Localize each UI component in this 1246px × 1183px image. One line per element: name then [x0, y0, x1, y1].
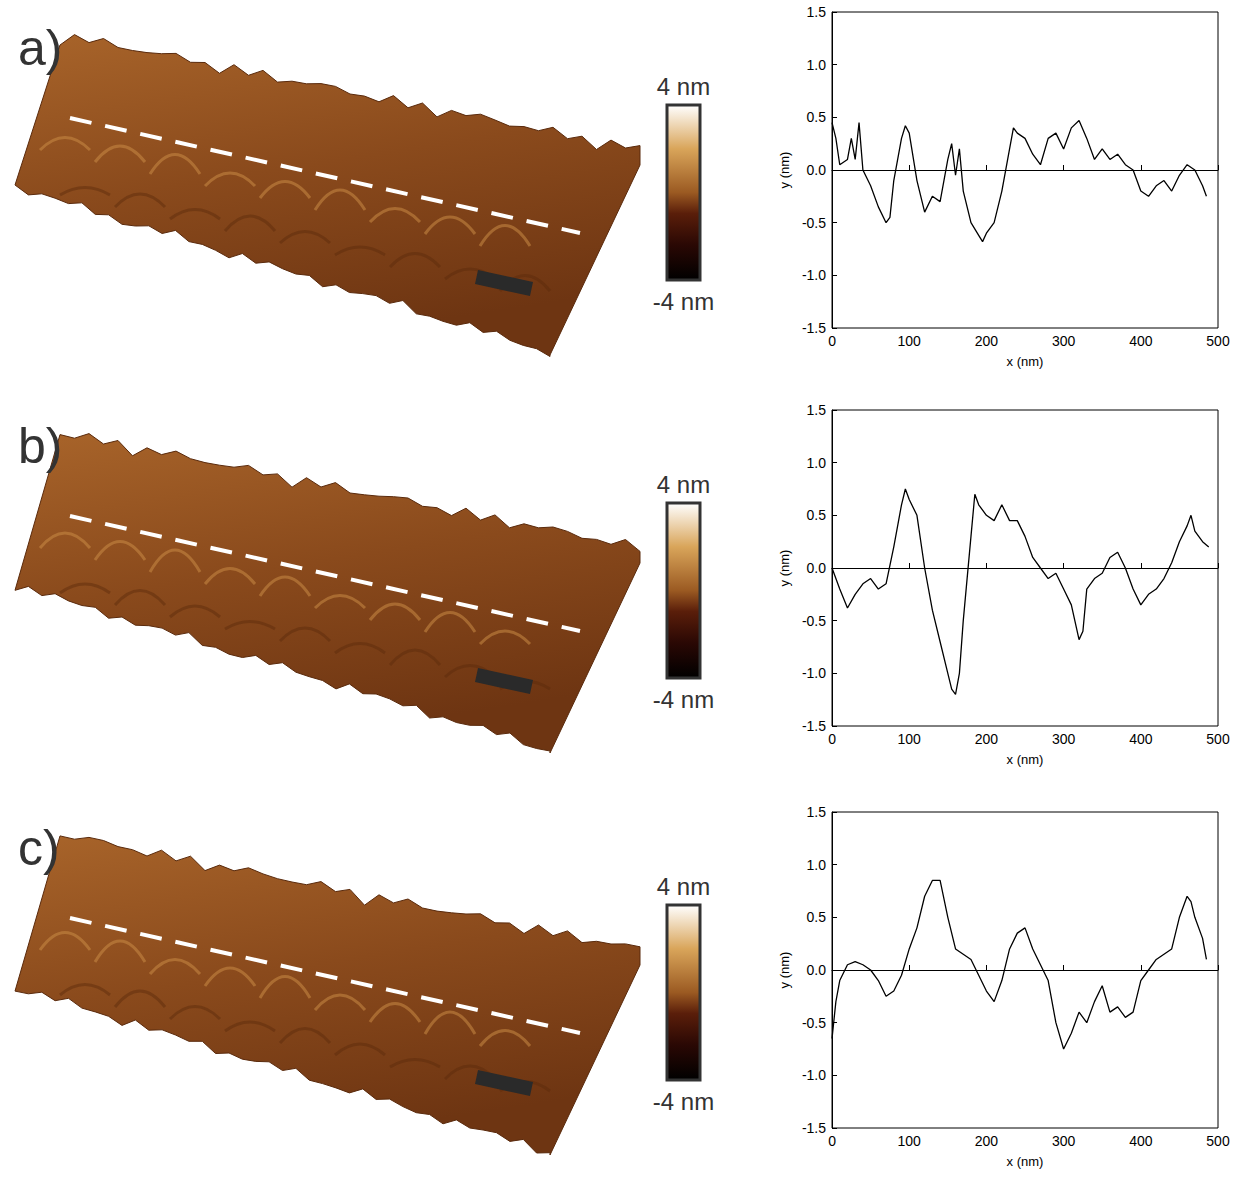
svg-text:400: 400	[1129, 1133, 1153, 1149]
svg-text:0.5: 0.5	[807, 109, 827, 125]
svg-text:4 nm: 4 nm	[657, 471, 710, 498]
svg-text:y (nm): y (nm)	[777, 952, 792, 989]
svg-text:1.0: 1.0	[807, 57, 827, 73]
svg-text:0.0: 0.0	[807, 162, 827, 178]
svg-text:500: 500	[1206, 731, 1230, 747]
svg-text:-1.5: -1.5	[802, 718, 826, 734]
svg-text:y (nm): y (nm)	[777, 550, 792, 587]
svg-text:0: 0	[828, 1133, 836, 1149]
svg-text:200: 200	[975, 731, 999, 747]
svg-text:b): b)	[18, 418, 62, 474]
svg-text:-4 nm: -4 nm	[653, 686, 714, 713]
svg-text:-1.5: -1.5	[802, 320, 826, 336]
svg-text:300: 300	[1052, 1133, 1076, 1149]
svg-text:0.0: 0.0	[807, 560, 827, 576]
svg-text:-1.0: -1.0	[802, 665, 826, 681]
svg-text:0.0: 0.0	[807, 962, 827, 978]
svg-text:x (nm): x (nm)	[1007, 1154, 1044, 1169]
svg-text:300: 300	[1052, 333, 1076, 349]
svg-text:1.0: 1.0	[807, 857, 827, 873]
svg-text:500: 500	[1206, 333, 1230, 349]
svg-text:200: 200	[975, 1133, 999, 1149]
svg-text:200: 200	[975, 333, 999, 349]
svg-text:100: 100	[898, 1133, 922, 1149]
svg-text:300: 300	[1052, 731, 1076, 747]
svg-text:-0.5: -0.5	[802, 1015, 826, 1031]
svg-text:x (nm): x (nm)	[1007, 354, 1044, 369]
svg-text:0: 0	[828, 731, 836, 747]
svg-text:-0.5: -0.5	[802, 215, 826, 231]
svg-text:400: 400	[1129, 333, 1153, 349]
svg-text:a): a)	[18, 20, 62, 76]
svg-text:4 nm: 4 nm	[657, 73, 710, 100]
svg-text:c): c)	[18, 820, 60, 876]
svg-text:500: 500	[1206, 1133, 1230, 1149]
svg-text:1.0: 1.0	[807, 455, 827, 471]
svg-text:1.5: 1.5	[807, 4, 827, 20]
svg-text:-4 nm: -4 nm	[653, 288, 714, 315]
svg-text:400: 400	[1129, 731, 1153, 747]
svg-text:-1.0: -1.0	[802, 267, 826, 283]
svg-text:-0.5: -0.5	[802, 613, 826, 629]
svg-text:1.5: 1.5	[807, 402, 827, 418]
svg-text:100: 100	[898, 731, 922, 747]
svg-text:4 nm: 4 nm	[657, 873, 710, 900]
svg-text:-4 nm: -4 nm	[653, 1088, 714, 1115]
svg-text:-1.5: -1.5	[802, 1120, 826, 1136]
svg-text:0: 0	[828, 333, 836, 349]
svg-text:100: 100	[898, 333, 922, 349]
svg-text:y (nm): y (nm)	[777, 152, 792, 189]
svg-text:1.5: 1.5	[807, 804, 827, 820]
svg-text:0.5: 0.5	[807, 909, 827, 925]
svg-text:-1.0: -1.0	[802, 1067, 826, 1083]
svg-text:0.5: 0.5	[807, 507, 827, 523]
svg-text:x (nm): x (nm)	[1007, 752, 1044, 767]
